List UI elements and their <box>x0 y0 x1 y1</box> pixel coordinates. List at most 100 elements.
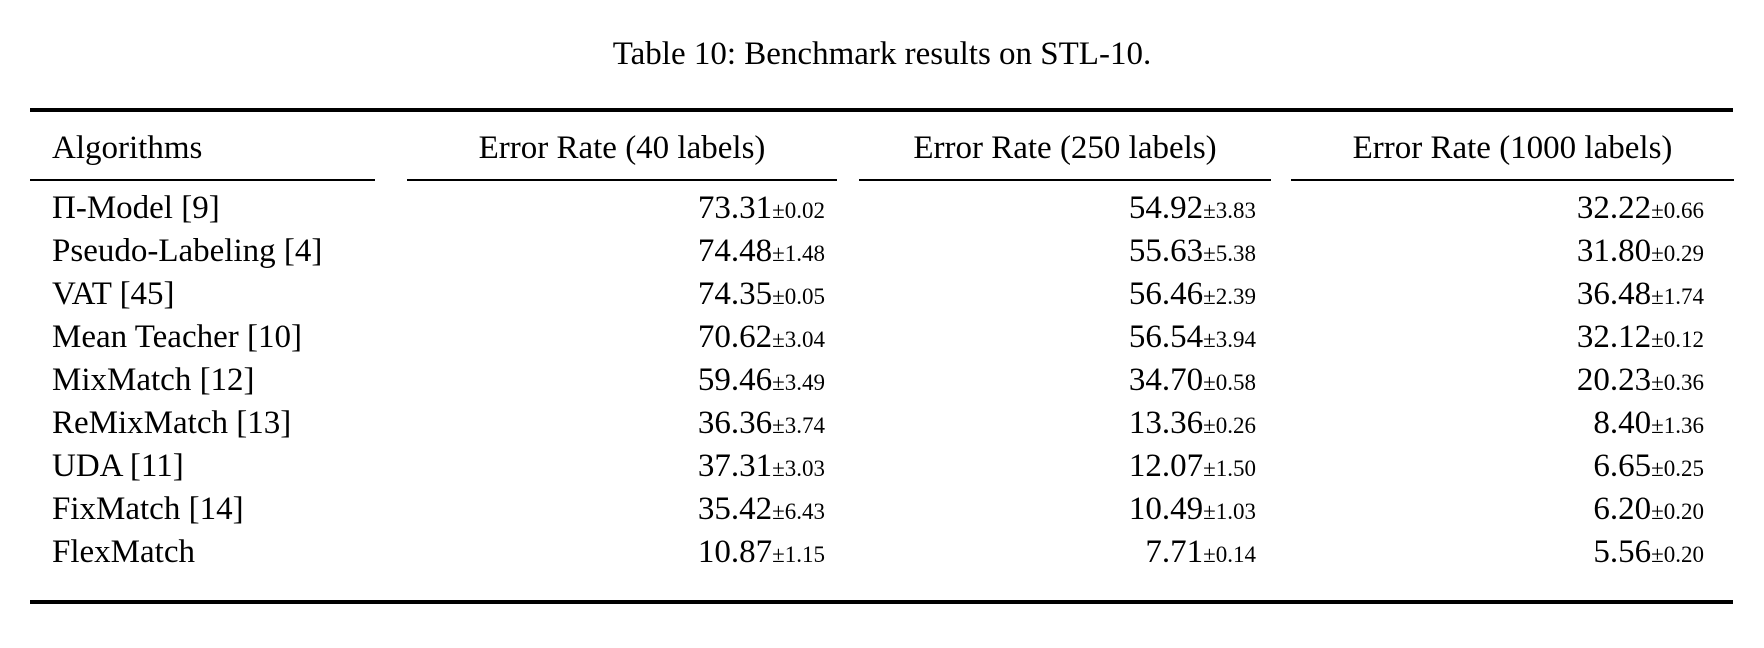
error-mean: 73.31 <box>697 190 773 226</box>
error-mean: 37.31 <box>697 448 773 484</box>
error-rate-cell: 73.31±0.02 <box>407 187 837 232</box>
error-rate-cell: 7.71±0.14 <box>859 531 1271 576</box>
table-body: Π-Model [9] 73.31±0.02 54.92±3.83 32.22±… <box>30 181 1733 600</box>
error-rate-cell: 55.63±5.38 <box>859 230 1271 275</box>
error-std: ±3.03 <box>772 456 825 481</box>
error-rate-cell: 36.48±1.74 <box>1291 273 1734 318</box>
error-std: ±0.66 <box>1651 198 1704 223</box>
table-row: Mean Teacher [10] 70.62±3.04 56.54±3.94 … <box>30 316 1733 359</box>
error-rate-cell: 10.87±1.15 <box>407 531 837 576</box>
error-std: ±3.74 <box>772 413 825 438</box>
error-mean: 32.22 <box>1576 190 1652 226</box>
table-row: FlexMatch 10.87±1.15 7.71±0.14 5.56±0.20 <box>30 531 1733 574</box>
error-std: ±0.29 <box>1651 241 1704 266</box>
error-std: ±0.25 <box>1651 456 1704 481</box>
algorithm-cell: FixMatch [14] <box>52 491 244 527</box>
error-mean: 54.92 <box>1128 190 1204 226</box>
header-error-rate-250: Error Rate (250 labels) <box>859 112 1271 181</box>
benchmark-table: Algorithms Error Rate (40 labels) Error … <box>30 108 1734 604</box>
algorithm-cell: ReMixMatch [13] <box>52 405 292 441</box>
error-std: ±3.83 <box>1203 198 1256 223</box>
error-mean: 12.07 <box>1128 448 1204 484</box>
error-std: ±0.58 <box>1203 370 1256 395</box>
header-algorithms: Algorithms <box>30 112 375 181</box>
error-rate-cell: 10.49±1.03 <box>859 488 1271 533</box>
algorithm-cell: Mean Teacher [10] <box>52 319 302 355</box>
error-std: ±0.05 <box>772 284 825 309</box>
error-rate-cell: 35.42±6.43 <box>407 488 837 533</box>
error-rate-cell: 70.62±3.04 <box>407 316 837 361</box>
error-std: ±0.02 <box>772 198 825 223</box>
table-header-row: Algorithms Error Rate (40 labels) Error … <box>30 112 1734 181</box>
error-rate-cell: 32.22±0.66 <box>1291 187 1734 232</box>
error-mean: 36.48 <box>1576 276 1652 312</box>
error-mean: 10.87 <box>697 534 773 570</box>
error-mean: 6.20 <box>1593 491 1652 527</box>
error-rate-cell: 74.48±1.48 <box>407 230 837 275</box>
error-mean: 74.35 <box>697 276 773 312</box>
error-rate-cell: 20.23±0.36 <box>1291 359 1734 404</box>
error-std: ±1.15 <box>772 542 825 567</box>
error-rate-cell: 74.35±0.05 <box>407 273 837 318</box>
table-row: Pseudo-Labeling [4] 74.48±1.48 55.63±5.3… <box>30 230 1733 273</box>
header-error-rate-1000: Error Rate (1000 labels) <box>1291 112 1734 181</box>
error-rate-cell: 56.54±3.94 <box>859 316 1271 361</box>
error-mean: 10.49 <box>1128 491 1204 527</box>
error-mean: 56.46 <box>1128 276 1204 312</box>
error-rate-cell: 56.46±2.39 <box>859 273 1271 318</box>
algorithm-cell: FlexMatch <box>52 534 195 570</box>
error-mean: 56.54 <box>1128 319 1204 355</box>
error-std: ±5.38 <box>1203 241 1256 266</box>
error-rate-cell: 12.07±1.50 <box>859 445 1271 490</box>
error-mean: 74.48 <box>697 233 773 269</box>
algorithm-cell: Pseudo-Labeling [4] <box>52 233 323 269</box>
error-std: ±0.12 <box>1651 327 1704 352</box>
error-rate-cell: 32.12±0.12 <box>1291 316 1734 361</box>
error-rate-cell: 6.65±0.25 <box>1291 445 1734 490</box>
error-std: ±3.94 <box>1203 327 1256 352</box>
error-mean: 13.36 <box>1128 405 1204 441</box>
error-std: ±0.14 <box>1203 542 1256 567</box>
error-mean: 7.71 <box>1145 534 1204 570</box>
error-mean: 34.70 <box>1128 362 1204 398</box>
error-std: ±0.20 <box>1651 499 1704 524</box>
error-rate-cell: 8.40±1.36 <box>1291 402 1734 447</box>
error-std: ±2.39 <box>1203 284 1256 309</box>
error-std: ±0.36 <box>1651 370 1704 395</box>
error-rate-cell: 59.46±3.49 <box>407 359 837 404</box>
error-mean: 20.23 <box>1576 362 1652 398</box>
error-mean: 70.62 <box>697 319 773 355</box>
error-mean: 8.40 <box>1593 405 1652 441</box>
error-std: ±0.26 <box>1203 413 1256 438</box>
algorithm-cell: Π-Model [9] <box>52 190 220 226</box>
error-std: ±1.03 <box>1203 499 1256 524</box>
table-row: FixMatch [14] 35.42±6.43 10.49±1.03 6.20… <box>30 488 1733 531</box>
error-mean: 31.80 <box>1576 233 1652 269</box>
table-row: VAT [45] 74.35±0.05 56.46±2.39 36.48±1.7… <box>30 273 1733 316</box>
algorithm-cell: MixMatch [12] <box>52 362 255 398</box>
error-std: ±1.74 <box>1651 284 1704 309</box>
error-std: ±3.49 <box>772 370 825 395</box>
error-std: ±1.36 <box>1651 413 1704 438</box>
table-row: UDA [11] 37.31±3.03 12.07±1.50 6.65±0.25 <box>30 445 1733 488</box>
error-rate-cell: 36.36±3.74 <box>407 402 837 447</box>
error-mean: 59.46 <box>697 362 773 398</box>
error-mean: 35.42 <box>697 491 773 527</box>
error-rate-cell: 31.80±0.29 <box>1291 230 1734 275</box>
error-std: ±1.48 <box>772 241 825 266</box>
header-error-rate-40: Error Rate (40 labels) <box>407 112 837 181</box>
table-row: MixMatch [12] 59.46±3.49 34.70±0.58 20.2… <box>30 359 1733 402</box>
table-row: ReMixMatch [13] 36.36±3.74 13.36±0.26 8.… <box>30 402 1733 445</box>
error-rate-cell: 34.70±0.58 <box>859 359 1271 404</box>
error-mean: 32.12 <box>1576 319 1652 355</box>
error-std: ±1.50 <box>1203 456 1256 481</box>
error-mean: 36.36 <box>697 405 773 441</box>
table-row: Π-Model [9] 73.31±0.02 54.92±3.83 32.22±… <box>30 187 1733 230</box>
paper-page: Table 10: Benchmark results on STL-10. A… <box>30 36 1734 604</box>
error-rate-cell: 54.92±3.83 <box>859 187 1271 232</box>
error-rate-cell: 5.56±0.20 <box>1291 531 1734 576</box>
algorithm-cell: UDA [11] <box>52 448 184 484</box>
table-caption: Table 10: Benchmark results on STL-10. <box>612 36 1152 72</box>
error-std: ±3.04 <box>772 327 825 352</box>
error-rate-cell: 37.31±3.03 <box>407 445 837 490</box>
